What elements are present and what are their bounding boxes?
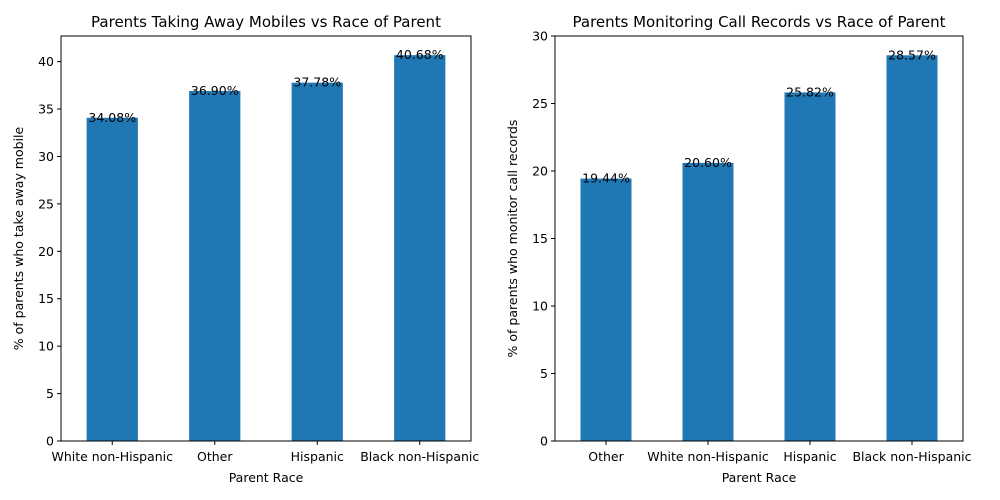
chart-1-y-tick-label-8: 35 xyxy=(38,102,54,117)
chart-1-x-tick-label-3: Hispanic xyxy=(291,449,344,464)
chart-1-y-tick-label-9: 40 xyxy=(38,54,54,69)
chart-1-x-tick-label-1: White non-Hispanic xyxy=(51,449,173,464)
chart-2-y-tick-label-6: 25 xyxy=(532,96,548,111)
chart-1-y-tick-label-4: 15 xyxy=(38,291,54,306)
chart-2-title: Parents Monitoring Call Records vs Race … xyxy=(573,13,946,31)
chart-2-y-tick-label-2: 5 xyxy=(540,366,548,381)
chart-2-data-label-2: 20.60% xyxy=(684,155,732,170)
chart-2-y-tick-label-3: 10 xyxy=(532,299,548,314)
chart-2-data-label-1: 19.44% xyxy=(582,171,630,186)
chart-1-y-tick-label-3: 10 xyxy=(38,339,54,354)
chart-1-y-tick-label-7: 30 xyxy=(38,149,54,164)
chart-2-y-tick-label-1: 0 xyxy=(540,434,548,449)
chart-2-data-label-3: 25.82% xyxy=(786,84,834,99)
chart-1-y-tick-label-6: 25 xyxy=(38,196,54,211)
chart-1-bar-4 xyxy=(394,55,446,442)
chart-1-bar-1 xyxy=(86,117,138,441)
chart-1-data-label-3: 37.78% xyxy=(293,75,341,90)
chart-2-x-tick-label-3: Hispanic xyxy=(783,449,836,464)
chart-2-y-tick-label-4: 15 xyxy=(532,231,548,246)
chart-2-y-axis-label: % of parents who monitor call records xyxy=(505,120,520,358)
chart-2-y-tick-label-7: 30 xyxy=(532,29,548,44)
chart-2-bar-1 xyxy=(580,178,632,441)
chart-1-y-tick-label-5: 20 xyxy=(38,244,54,259)
chart-1-x-tick-label-4: Black non-Hispanic xyxy=(360,449,479,464)
chart-2-plot-frame xyxy=(554,35,964,442)
chart-2-bar-2 xyxy=(682,162,734,441)
chart-1-y-tick-label-2: 5 xyxy=(46,386,54,401)
chart-1-plot-frame xyxy=(60,35,472,442)
chart-1-data-label-1: 34.08% xyxy=(88,110,136,125)
chart-2-x-tick-label-2: White non-Hispanic xyxy=(647,449,769,464)
chart-2-y-tick-label-5: 20 xyxy=(532,164,548,179)
chart-1-x-tick-label-2: Other xyxy=(197,449,233,464)
chart-1-bar-2 xyxy=(189,91,241,441)
chart-1-data-label-2: 36.90% xyxy=(191,83,239,98)
chart-1-bar-3 xyxy=(291,82,343,442)
chart-2-x-tick-label-4: Black non-Hispanic xyxy=(852,449,971,464)
chart-2-bar-4 xyxy=(886,55,938,442)
chart-2-data-label-4: 28.57% xyxy=(888,47,936,62)
chart-2-bar-3 xyxy=(784,92,836,442)
chart-1-data-label-4: 40.68% xyxy=(396,47,444,62)
chart-2-x-axis-label: Parent Race xyxy=(722,470,797,485)
chart-2-x-tick-label-1: Other xyxy=(588,449,624,464)
chart-1-y-axis-label: % of parents who take away mobile xyxy=(11,126,26,350)
chart-1-x-axis-label: Parent Race xyxy=(229,470,304,485)
chart-1-y-tick-label-1: 0 xyxy=(46,434,54,449)
chart-1-title: Parents Taking Away Mobiles vs Race of P… xyxy=(91,13,441,31)
